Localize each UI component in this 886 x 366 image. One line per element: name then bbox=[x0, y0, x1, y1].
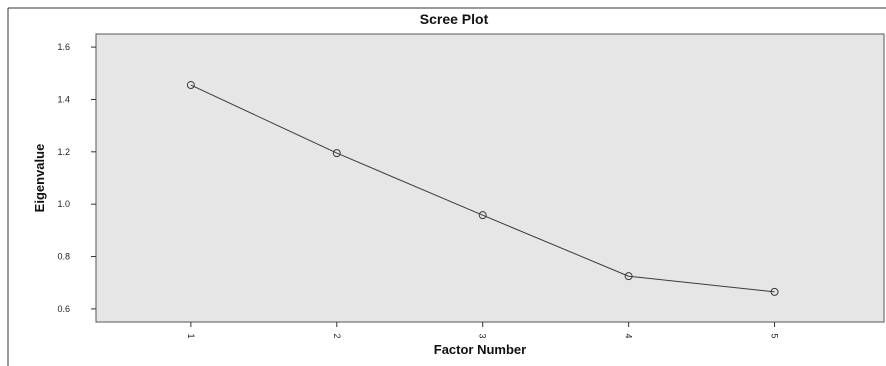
x-tick-label: 1 bbox=[186, 333, 196, 338]
series-markers bbox=[186, 81, 779, 296]
data-point-marker bbox=[478, 211, 487, 220]
y-tick-label: 0.8 bbox=[57, 252, 70, 262]
x-tick-label: 5 bbox=[770, 333, 780, 338]
series-line bbox=[190, 84, 775, 293]
y-tick-label: 1.2 bbox=[57, 147, 70, 157]
y-tick-label: 0.6 bbox=[57, 304, 70, 314]
y-axis-label: Eigenvalue bbox=[32, 144, 47, 213]
x-axis-label: Factor Number bbox=[434, 342, 526, 357]
x-tick-label: 4 bbox=[624, 333, 634, 338]
x-tick-label: 3 bbox=[478, 333, 488, 338]
data-point-marker bbox=[770, 287, 779, 296]
data-point-marker bbox=[186, 81, 195, 90]
y-tick-label: 1.6 bbox=[57, 42, 70, 52]
x-axis-ticks: 1 2 3 4 5 bbox=[186, 322, 780, 339]
y-axis-ticks: 0.6 0.8 1.0 1.2 1.4 1.6 bbox=[57, 42, 96, 314]
plot-area bbox=[95, 33, 885, 323]
data-point-marker bbox=[332, 149, 341, 158]
y-tick-label: 1.4 bbox=[57, 94, 70, 104]
data-point-marker bbox=[624, 272, 633, 281]
chart-title: Scree Plot bbox=[420, 11, 489, 27]
x-tick-label: 2 bbox=[332, 333, 342, 338]
y-tick-label: 1.0 bbox=[57, 199, 70, 209]
